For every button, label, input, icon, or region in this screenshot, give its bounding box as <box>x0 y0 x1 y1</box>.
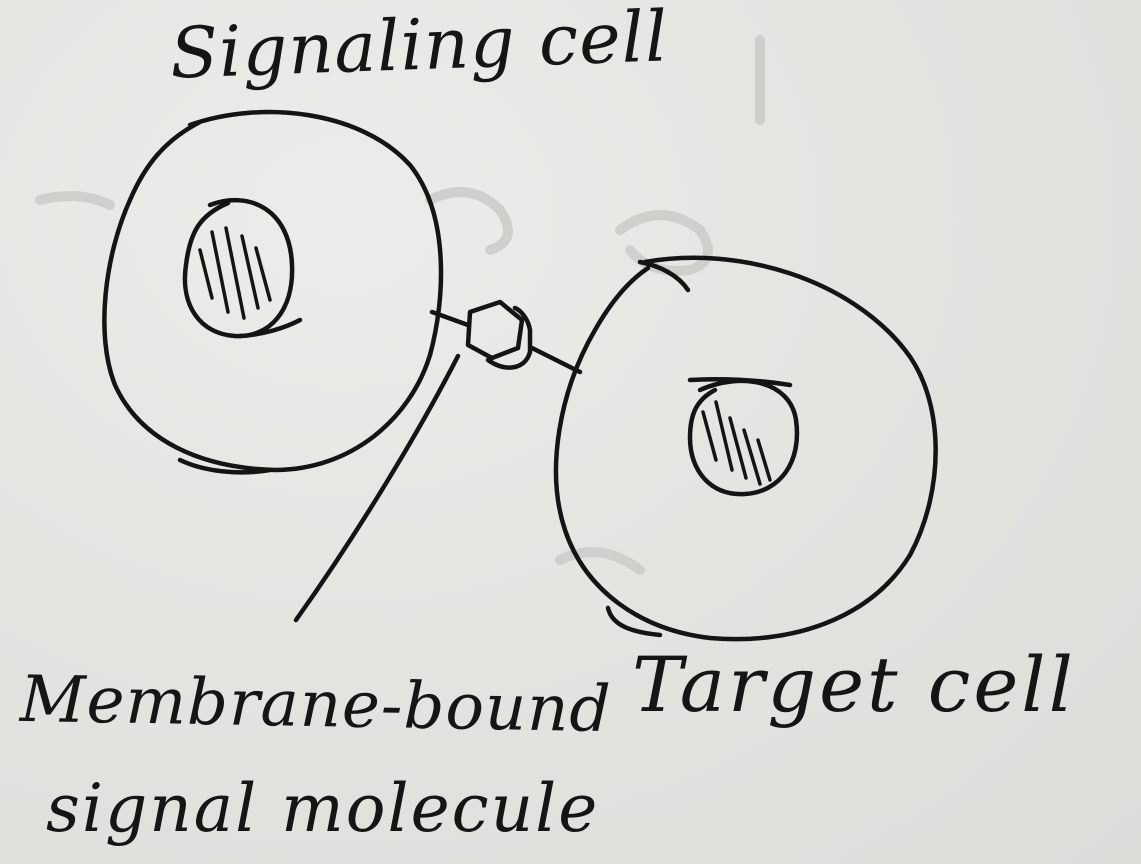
target-nucleus-hatching <box>701 400 772 486</box>
signaling-cell-nucleus <box>182 198 295 339</box>
signaling-cell-to-molecule-link <box>429 309 471 328</box>
signaling-cell-membrane <box>102 109 444 473</box>
signal-molecule-hexagon <box>465 299 525 361</box>
target-cell-nucleus-top <box>687 376 793 388</box>
signaling-cell-membrane-tail <box>177 457 273 475</box>
target-cell-membrane-tail <box>605 605 663 638</box>
signal-molecule-receptor <box>485 305 533 370</box>
target-cell-membrane <box>553 255 938 642</box>
signal-molecule-label: signal molecule <box>46 770 600 847</box>
label-pointer-line <box>293 353 461 623</box>
molecule-to-target-link <box>529 345 583 375</box>
signaling-nucleus-hatching <box>198 226 272 320</box>
target-cell-nucleus <box>687 378 800 497</box>
target-cell-label: Target cell <box>632 640 1076 729</box>
target-cell-membrane-start <box>637 259 691 293</box>
membrane-bound-label: Membrane-bound <box>19 662 613 748</box>
signaling-cell-nucleus-tail <box>237 317 303 339</box>
